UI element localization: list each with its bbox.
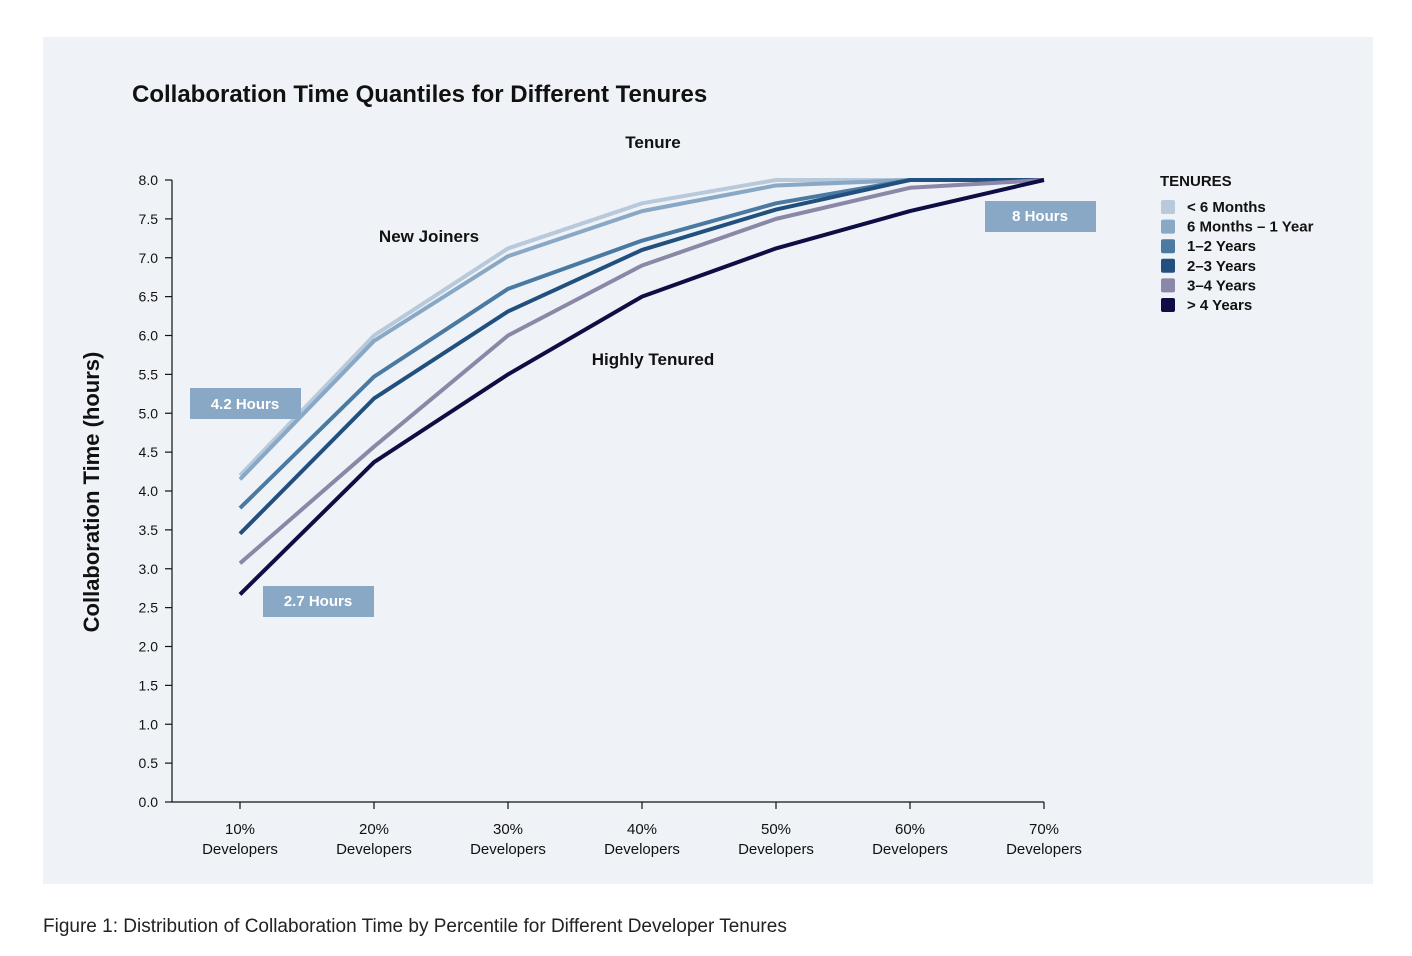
x-tick-label: 30% (493, 821, 523, 838)
y-tick-label: 0.5 (139, 755, 159, 771)
series-lines (238, 178, 1045, 596)
series-line (238, 178, 1044, 481)
legend-label: 1–2 Years (1187, 238, 1256, 255)
y-tick-label: 6.5 (139, 289, 159, 305)
x-tick-label: Developers (1006, 841, 1082, 858)
chart-title: Collaboration Time Quantiles for Differe… (132, 81, 707, 108)
legend-label: 6 Months – 1 Year (1187, 219, 1314, 236)
legend-swatch (1161, 219, 1175, 234)
legend-item: 1–2 Years (1161, 238, 1256, 255)
legend-swatch (1161, 239, 1175, 254)
x-tick-label: Developers (470, 841, 546, 858)
legend-item: 2–3 Years (1161, 258, 1256, 275)
y-axis-label: Collaboration Time (hours) (79, 352, 104, 633)
callout-label: 4.2 Hours (211, 396, 279, 413)
x-tick-label: 40% (627, 821, 657, 838)
y-tick-label: 7.0 (139, 250, 159, 266)
y-tick-label: 2.5 (139, 600, 159, 616)
chart-panel (43, 37, 1373, 884)
callout-4-2-hours: 4.2 Hours (190, 388, 301, 419)
legend-item: 6 Months – 1 Year (1161, 219, 1314, 236)
series-line (238, 178, 1044, 477)
y-tick-label: 3.5 (139, 522, 159, 538)
series-line (238, 178, 1045, 596)
annotation-highly-tenured: Highly Tenured (592, 350, 714, 369)
y-tick-label: 2.0 (139, 639, 159, 655)
y-tick-label: 1.0 (139, 716, 159, 732)
legend-item: 3–4 Years (1161, 277, 1256, 294)
y-tick-label: 4.0 (139, 483, 159, 499)
callout-label: 2.7 Hours (284, 593, 352, 610)
callout-box (985, 201, 1096, 232)
legend-label: 3–4 Years (1187, 277, 1256, 294)
legend: TENURES < 6 Months 6 Months – 1 Year 1–2 Y… (1160, 173, 1314, 314)
y-tick-label: 6.0 (139, 328, 159, 344)
callout-2-7-hours: 2.7 Hours (263, 586, 374, 617)
legend-swatch (1161, 278, 1175, 293)
y-tick-label: 7.5 (139, 211, 159, 227)
y-tick-label: 5.0 (139, 405, 159, 421)
legend-swatch (1161, 200, 1175, 214)
annotation-new-joiners: New Joiners (379, 227, 479, 246)
y-tick-label: 1.5 (139, 677, 159, 693)
y-tick-label: 0.0 (139, 794, 159, 810)
chart-subtitle: Tenure (625, 133, 680, 152)
y-tick-label: 3.0 (139, 561, 159, 577)
x-tick-label: 70% (1029, 821, 1059, 838)
legend-title: TENURES (1160, 173, 1232, 190)
legend-label: > 4 Years (1187, 297, 1252, 314)
series-line (238, 178, 1045, 565)
x-tick-label: 60% (895, 821, 925, 838)
x-tick-label: Developers (604, 841, 680, 858)
legend-swatch (1161, 258, 1175, 273)
callout-label: 8 Hours (1012, 208, 1068, 225)
y-ticks: 0.0 0.5 1.0 1.5 2.0 2.5 3.0 3.5 4.0 4.5 5.0 5.5 6.0 6… (139, 172, 172, 810)
x-tick-label: 10% (225, 821, 255, 838)
legend-item: > 4 Years (1161, 297, 1252, 314)
line-chart: Collaboration Time Quantiles for Differe… (79, 81, 1314, 858)
y-tick-label: 8.0 (139, 172, 159, 188)
legend-label: < 6 Months (1187, 199, 1266, 216)
x-tick-label: 50% (761, 821, 791, 838)
x-ticks: 10% Developers 20% Developers 30% Developers 4… (202, 802, 1082, 858)
callout-box (263, 586, 374, 617)
y-tick-label: 5.5 (139, 366, 159, 382)
legend-label: 2–3 Years (1187, 258, 1256, 275)
y-tick-label: 4.5 (139, 444, 159, 460)
x-tick-label: 20% (359, 821, 389, 838)
legend-swatch (1161, 298, 1175, 312)
figure-caption: Figure 1: Distribution of Collaboration … (43, 916, 787, 937)
x-tick-label: Developers (336, 841, 412, 858)
callout-box (190, 388, 301, 419)
x-tick-label: Developers (738, 841, 814, 858)
x-tick-label: Developers (202, 841, 278, 858)
axes (171, 180, 1044, 803)
callout-8-hours: 8 Hours (985, 201, 1096, 232)
legend-item: < 6 Months (1161, 199, 1266, 216)
series-line (238, 178, 1044, 536)
x-tick-label: Developers (872, 841, 948, 858)
